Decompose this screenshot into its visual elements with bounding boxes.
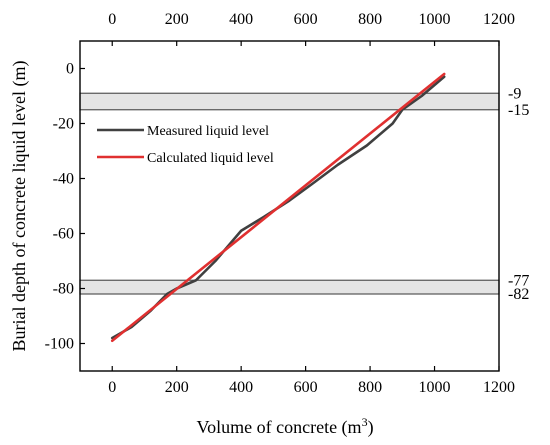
x-tick-label-top-4: 800 [358, 11, 382, 28]
y-tick-label-0: 0 [66, 61, 74, 78]
y-axis-title: Burial depth of concrete liquid level (m… [9, 61, 30, 352]
legend-label-measured: Measured liquid level [147, 124, 269, 139]
x-tick-label-bottom-6: 1200 [483, 379, 515, 396]
band-labels-layer: -9-15 -77-82 [508, 85, 529, 303]
x-tick-label-bottom-1: 200 [165, 379, 189, 396]
legend-label-calculated: Calculated liquid level [147, 151, 274, 166]
x-tick-label-bottom-2: 400 [229, 379, 253, 396]
x-tick-label-top-6: 1200 [483, 11, 515, 28]
x-axis-title-superscript: 3 [362, 415, 368, 429]
band-label-lower-1: -82 [508, 286, 529, 303]
y-tick-label-2: -40 [53, 171, 74, 188]
series-line-1 [110, 72, 446, 343]
x-axis-title-end: ) [368, 417, 374, 438]
x-tick-label-bottom-5: 1000 [419, 379, 451, 396]
x-tick-label-bottom-0: 0 [108, 379, 116, 396]
y-tick-label-5: -100 [45, 336, 74, 353]
x-tick-label-top-0: 0 [108, 11, 116, 28]
x-tick-label-bottom-4: 800 [358, 379, 382, 396]
band-0 [79, 92, 500, 111]
x-tick-label-top-2: 400 [229, 11, 253, 28]
x-tick-label-top-3: 600 [294, 11, 318, 28]
legend: Measured liquid level Calculated liquid … [97, 124, 274, 166]
y-tick-label-4: -80 [53, 281, 74, 298]
band-label-upper-0: -9 [508, 85, 521, 102]
series-layer [110, 72, 446, 343]
x-axis-title: Volume of concrete (m3) [196, 415, 373, 438]
ticks-layer: 0 0 200 200 400 400 600 600 800 800 1000 1000 1200 12… [45, 11, 515, 396]
plot-frame [79, 40, 500, 372]
y-tick-label-3: -60 [53, 226, 74, 243]
band-1 [79, 279, 500, 295]
band-label-upper-1: -77 [508, 272, 529, 289]
bands-layer [79, 92, 500, 295]
x-tick-label-top-5: 1000 [419, 11, 451, 28]
x-tick-label-bottom-3: 600 [294, 379, 318, 396]
x-tick-label-top-1: 200 [165, 11, 189, 28]
y-tick-label-1: -20 [53, 116, 74, 133]
band-label-lower-0: -15 [508, 102, 529, 119]
x-axis-title-main: Volume of concrete (m [196, 417, 361, 438]
